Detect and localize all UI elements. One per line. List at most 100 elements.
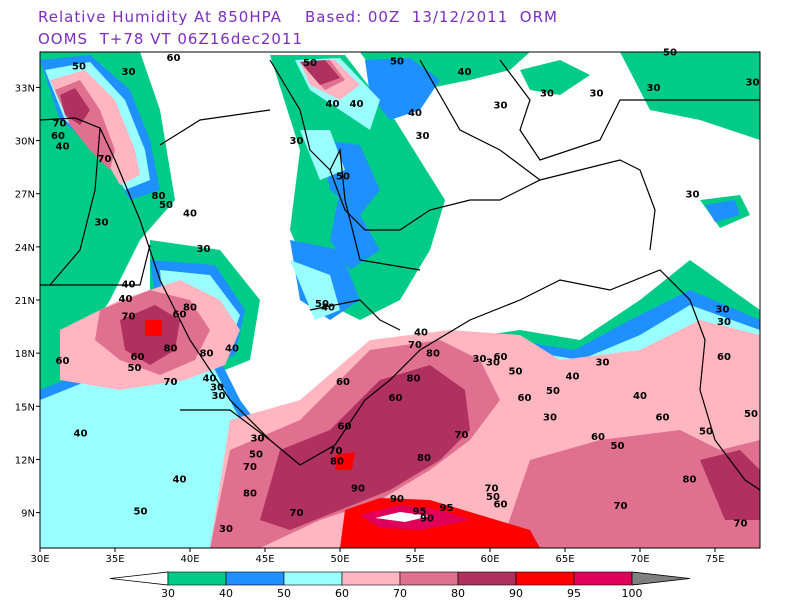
contour-label: 60 <box>389 393 403 404</box>
contour-label: 40 <box>225 343 239 354</box>
colorbar-label: 30 <box>161 587 175 600</box>
contour-label: 30 <box>210 382 224 393</box>
colorbar-segment <box>341 571 401 586</box>
contour-label: 30 <box>251 434 265 445</box>
contour-label: 50 <box>315 299 329 310</box>
colorbar-label: 80 <box>451 587 465 600</box>
colorbar-segment <box>283 571 343 586</box>
contour-label: 40 <box>183 209 197 220</box>
contour-label: 95 <box>440 503 454 514</box>
contour-label: 30 <box>717 317 731 328</box>
contour-label: 70 <box>290 508 304 519</box>
contour-label: 60 <box>173 310 187 321</box>
contour-label: 50 <box>486 492 500 503</box>
contour-label: 90 <box>420 513 434 524</box>
colorbar-label: 50 <box>277 587 291 600</box>
contour-label: 30 <box>746 78 760 89</box>
contour-label: 70 <box>734 519 748 530</box>
colorbar-label: 90 <box>509 587 523 600</box>
colorbar-high-arrow <box>631 571 691 586</box>
contour-label: 80 <box>243 489 257 500</box>
contour-label: 30 <box>494 101 508 112</box>
lat-label: 12N <box>15 455 35 466</box>
contour-label: 40 <box>408 108 422 119</box>
lon-label: 35E <box>105 554 124 565</box>
contour-label: 30 <box>212 391 226 402</box>
contour-label: 30 <box>590 88 604 99</box>
contour-label: 70 <box>243 462 257 473</box>
contour-label: 30 <box>686 189 700 200</box>
contour-label: 30 <box>543 412 557 423</box>
lon-label: 30E <box>30 554 49 565</box>
lat-label: 33N <box>15 83 35 94</box>
contour-label: 30 <box>416 131 430 142</box>
colorbar-label: 60 <box>335 587 349 600</box>
contour-label: 50 <box>303 58 317 69</box>
contour-label: 95 <box>413 506 427 517</box>
contour-label: 50 <box>509 366 523 377</box>
lat-label: 27N <box>15 190 35 201</box>
colorbar-low-arrow <box>109 571 169 586</box>
contour-label: 60 <box>131 352 145 363</box>
colorbar-segment <box>225 571 285 586</box>
contour-label: 60 <box>656 412 670 423</box>
contour-label: 30 <box>473 354 487 365</box>
contour-label: 90 <box>351 483 365 494</box>
map-title: Relative Humidity At 850HPA Based: 00Z 1… <box>38 8 558 26</box>
contour-label: 60 <box>518 393 532 404</box>
contour-label: 30 <box>540 88 554 99</box>
latitude-axis: 33N 30N 27N 24N 21N 18N 15N 12N 9N <box>15 83 40 520</box>
colorbar-label: 40 <box>219 587 233 600</box>
contour-label: 40 <box>458 67 472 78</box>
colorbar-segment <box>573 571 633 586</box>
colorbar-legend: 30 40 50 60 70 80 90 95 100 <box>109 571 691 600</box>
colorbar-segment <box>167 571 227 586</box>
contour-label: 40 <box>56 141 70 152</box>
lon-label: 40E <box>180 554 199 565</box>
contour-label: 60 <box>591 432 605 443</box>
lat-label: 15N <box>15 402 35 413</box>
colorbar-segment <box>457 571 517 586</box>
contour-label: 70 <box>53 118 67 129</box>
coastlines-borders <box>40 59 760 491</box>
contour-label: 40 <box>350 99 364 110</box>
contour-label: 30 <box>95 218 109 229</box>
contour-label: 60 <box>336 377 350 388</box>
contour-label: 30 <box>716 304 730 315</box>
contour-label: 70 <box>329 446 343 457</box>
contour-label: 70 <box>485 483 499 494</box>
contour-label: 70 <box>164 377 178 388</box>
lon-label: 70E <box>630 554 649 565</box>
contour-label: 30 <box>122 67 136 78</box>
contour-label: 70 <box>122 311 136 322</box>
contour-label: 80 <box>330 457 344 468</box>
contour-label: 40 <box>74 428 88 439</box>
lat-label: 9N <box>21 509 35 520</box>
contour-label: 80 <box>426 349 440 360</box>
contour-label: 50 <box>128 363 142 374</box>
contour-label: 50 <box>699 427 713 438</box>
contour-label: 40 <box>566 372 580 383</box>
map-subtitle: OOMS T+78 VT 06Z16dec2011 <box>38 30 304 48</box>
contour-label: 50 <box>249 450 263 461</box>
contour-label: 50 <box>390 56 404 67</box>
contour-label: 50 <box>72 62 86 73</box>
lat-label: 30N <box>15 137 35 148</box>
contour-label: 60 <box>494 499 508 510</box>
contour-label: 60 <box>56 356 70 367</box>
colorbar-segment <box>515 571 575 586</box>
contour-label: 80 <box>407 373 421 384</box>
contour-label: 50 <box>744 409 758 420</box>
contour-label: 50 <box>159 200 173 211</box>
longitude-axis: 30E 35E 40E 45E 50E 55E 60E 65E 70E 75E <box>30 548 725 565</box>
contour-label: 40 <box>326 99 340 110</box>
contour-label: 70 <box>98 154 112 165</box>
lat-label: 18N <box>15 349 35 360</box>
contour-label: 30 <box>197 244 211 255</box>
contour-label: 30 <box>486 358 500 369</box>
contour-label: 80 <box>164 343 178 354</box>
humidity-100-fill <box>375 512 430 522</box>
lon-label: 75E <box>705 554 724 565</box>
contour-label: 80 <box>183 303 197 314</box>
